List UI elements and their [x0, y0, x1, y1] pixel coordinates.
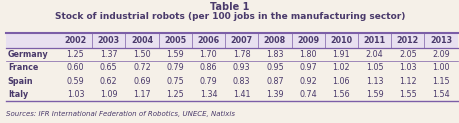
Text: 1.59: 1.59: [166, 50, 184, 59]
Text: 2006: 2006: [197, 36, 219, 45]
Text: 0.75: 0.75: [166, 77, 184, 86]
Text: 0.69: 0.69: [133, 77, 151, 86]
Text: 0.83: 0.83: [232, 77, 250, 86]
Text: 2005: 2005: [164, 36, 186, 45]
Text: 0.72: 0.72: [133, 63, 151, 72]
Text: 1.91: 1.91: [332, 50, 349, 59]
Text: 1.41: 1.41: [232, 90, 250, 99]
Text: 1.13: 1.13: [365, 77, 382, 86]
Text: 1.03: 1.03: [398, 63, 416, 72]
Text: 2.05: 2.05: [398, 50, 416, 59]
Text: 2004: 2004: [131, 36, 153, 45]
Text: 1.05: 1.05: [365, 63, 383, 72]
Text: 0.65: 0.65: [100, 63, 118, 72]
Text: 0.92: 0.92: [299, 77, 316, 86]
Text: 1.80: 1.80: [299, 50, 316, 59]
Text: 0.79: 0.79: [166, 63, 184, 72]
Text: 0.59: 0.59: [67, 77, 84, 86]
Text: 1.00: 1.00: [431, 63, 449, 72]
Text: 0.79: 0.79: [199, 77, 217, 86]
Text: 2009: 2009: [297, 36, 319, 45]
Text: 1.55: 1.55: [398, 90, 416, 99]
Text: 1.25: 1.25: [166, 90, 184, 99]
Text: 0.95: 0.95: [265, 63, 283, 72]
Text: 1.15: 1.15: [431, 77, 449, 86]
Text: 0.86: 0.86: [199, 63, 217, 72]
Text: 1.37: 1.37: [100, 50, 118, 59]
Text: 1.34: 1.34: [199, 90, 217, 99]
Text: 1.03: 1.03: [67, 90, 84, 99]
Text: 1.39: 1.39: [265, 90, 283, 99]
Text: 0.87: 0.87: [265, 77, 283, 86]
Text: 2003: 2003: [97, 36, 119, 45]
Text: 1.78: 1.78: [232, 50, 250, 59]
Text: 1.02: 1.02: [332, 63, 349, 72]
Text: 1.50: 1.50: [133, 50, 151, 59]
Text: 2.04: 2.04: [365, 50, 383, 59]
Bar: [6, 33, 457, 48]
Text: 0.97: 0.97: [299, 63, 316, 72]
Text: 1.17: 1.17: [133, 90, 151, 99]
Text: 2007: 2007: [230, 36, 252, 45]
Text: 2013: 2013: [429, 36, 451, 45]
Text: 1.83: 1.83: [266, 50, 283, 59]
Text: 0.60: 0.60: [67, 63, 84, 72]
Text: 2010: 2010: [330, 36, 352, 45]
Text: Spain: Spain: [8, 77, 34, 86]
Text: 1.25: 1.25: [67, 50, 84, 59]
Text: 2008: 2008: [263, 36, 285, 45]
Text: Sources: IFR International Federation of Robotics, UNECE, Natixis: Sources: IFR International Federation of…: [6, 111, 234, 117]
Text: 1.59: 1.59: [365, 90, 383, 99]
Text: 1.54: 1.54: [431, 90, 449, 99]
Text: 1.56: 1.56: [332, 90, 349, 99]
Text: 2002: 2002: [64, 36, 86, 45]
Text: 1.70: 1.70: [199, 50, 217, 59]
Text: France: France: [8, 63, 38, 72]
Text: 0.74: 0.74: [299, 90, 316, 99]
Text: 0.62: 0.62: [100, 77, 118, 86]
Text: 2012: 2012: [396, 36, 418, 45]
Text: 1.12: 1.12: [398, 77, 416, 86]
Text: Italy: Italy: [8, 90, 28, 99]
Text: Germany: Germany: [8, 50, 49, 59]
Text: 1.06: 1.06: [332, 77, 349, 86]
Text: Table 1: Table 1: [210, 2, 249, 12]
Text: 2.09: 2.09: [431, 50, 449, 59]
Text: 1.09: 1.09: [100, 90, 118, 99]
Text: 2011: 2011: [363, 36, 385, 45]
Text: 0.93: 0.93: [232, 63, 250, 72]
Text: Stock of industrial robots (per 100 jobs in the manufacturing sector): Stock of industrial robots (per 100 jobs…: [55, 12, 404, 21]
